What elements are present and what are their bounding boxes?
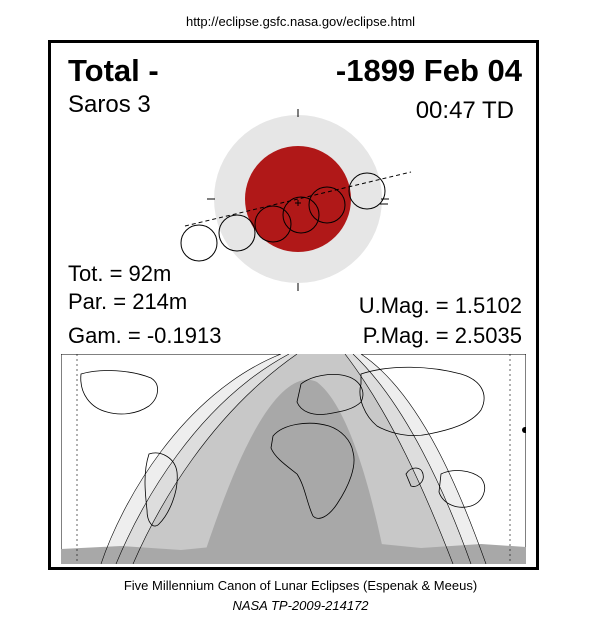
curve-u4 xyxy=(352,354,472,564)
eclipse-type: Total - xyxy=(68,53,159,88)
indonesia-outline xyxy=(405,467,424,487)
umbral-magnitude: U.Mag. = 1.5102 xyxy=(358,293,522,318)
australia-outline xyxy=(438,470,485,508)
curve-u2 xyxy=(132,354,298,564)
moon-u1 xyxy=(218,214,256,252)
gamma-value: Gam. = -0.1913 xyxy=(68,323,222,348)
penumbral-magnitude: P.Mag. = 2.5035 xyxy=(362,323,522,348)
curve-p1 xyxy=(100,354,282,564)
moon-u3 xyxy=(308,186,346,224)
source-url: http://eclipse.gsfc.nasa.gov/eclipse.htm… xyxy=(185,14,416,29)
eclipse-panel: Total - -1899 Feb 04 Saros 3 00:47 TD To… xyxy=(48,40,539,570)
south-america-outline xyxy=(144,452,178,527)
visibility-map xyxy=(61,354,526,564)
europe-outline xyxy=(296,374,364,415)
asia-outline xyxy=(359,366,485,436)
eclipse-time: 00:47 TD xyxy=(415,97,514,124)
moon-p1 xyxy=(180,224,218,262)
moon-greatest xyxy=(282,196,320,234)
moon-u2 xyxy=(254,205,292,243)
partial-duration: Par. = 214m xyxy=(68,289,188,314)
moon-u4 xyxy=(348,172,386,210)
totality-duration: Tot. = 92m xyxy=(68,261,172,286)
moon-path-line xyxy=(184,171,412,227)
north-america-outline xyxy=(80,370,158,415)
umbra-shadow xyxy=(245,146,351,252)
publication-reference: NASA TP-2009-214172 xyxy=(232,598,369,613)
africa-outline xyxy=(270,422,355,519)
curve-u1 xyxy=(115,354,290,564)
zone-total-eclipse xyxy=(201,379,386,564)
curve-u3 xyxy=(344,354,454,564)
sublunar-point-marker xyxy=(522,427,526,433)
curve-p4 xyxy=(360,354,487,564)
canon-citation: Five Millennium Canon of Lunar Eclipses … xyxy=(123,578,478,593)
moon-path-diagram xyxy=(180,109,412,291)
zone-antarctic xyxy=(61,542,526,564)
eclipse-date: -1899 Feb 04 xyxy=(335,53,522,88)
saros-number: Saros 3 xyxy=(68,91,151,118)
